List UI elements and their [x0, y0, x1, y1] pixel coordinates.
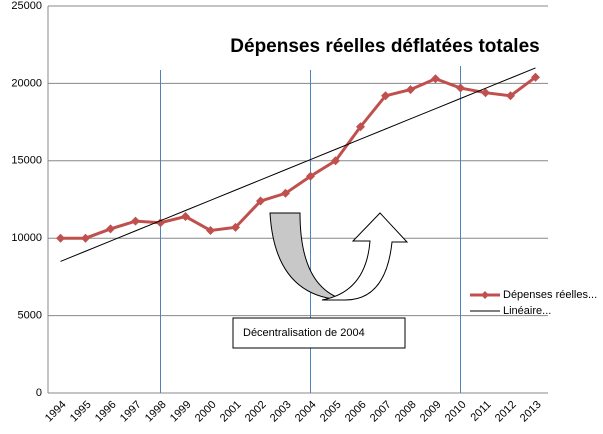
y-tick-label: 5000 [18, 310, 42, 322]
data-point [231, 222, 240, 232]
data-point [306, 171, 315, 181]
data-point [131, 216, 140, 226]
legend-marker [481, 291, 489, 299]
data-point [381, 91, 390, 101]
data-point [481, 88, 490, 98]
data-point [356, 122, 365, 132]
legend-label: Dépenses réelles... [503, 289, 597, 301]
y-tick-label: 10000 [11, 232, 42, 244]
data-point [281, 188, 290, 198]
series-line [60, 67, 536, 262]
y-tick-label: 15000 [11, 155, 42, 167]
data-point [456, 83, 465, 93]
data-point [506, 91, 515, 101]
y-tick-label: 20000 [11, 77, 42, 89]
data-point [256, 196, 265, 206]
data-point [431, 74, 440, 84]
data-point [56, 233, 65, 243]
data-point [331, 156, 340, 166]
data-point [531, 72, 540, 82]
data-point [181, 212, 190, 222]
y-tick-label: 0 [36, 387, 42, 399]
annotation: Décentralisation de 2004 [243, 327, 365, 339]
data-point [406, 85, 415, 95]
data-point [156, 218, 165, 228]
annotation-box [232, 317, 406, 349]
data-point [106, 224, 115, 234]
data-point [206, 225, 215, 235]
arrow-up [321, 212, 409, 301]
chart-title: Dépenses réelles déflatées totales [230, 36, 539, 57]
data-point [81, 233, 90, 243]
legend-label: Linéaire... [503, 305, 551, 317]
y-tick-label: 25000 [11, 0, 42, 12]
